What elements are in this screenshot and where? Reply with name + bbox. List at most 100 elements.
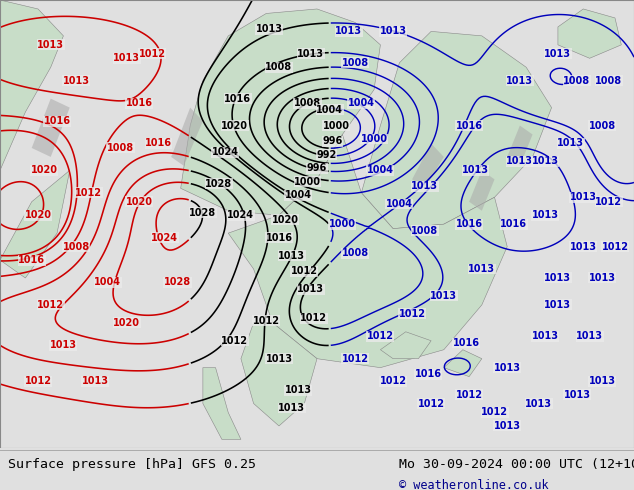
Text: 1004: 1004 <box>367 165 394 175</box>
Text: 1012: 1012 <box>75 188 102 198</box>
Text: 1013: 1013 <box>411 181 438 191</box>
Text: 1028: 1028 <box>164 277 191 288</box>
Text: 1013: 1013 <box>430 291 457 301</box>
Text: Mo 30-09-2024 00:00 UTC (12+108): Mo 30-09-2024 00:00 UTC (12+108) <box>399 458 634 471</box>
Text: 1013: 1013 <box>37 40 64 50</box>
Text: 996: 996 <box>307 163 327 173</box>
Text: 1013: 1013 <box>507 75 533 86</box>
Text: 1013: 1013 <box>532 331 559 341</box>
Text: 1012: 1012 <box>456 390 482 399</box>
Text: 1013: 1013 <box>82 376 108 386</box>
Polygon shape <box>203 368 241 440</box>
Text: 1012: 1012 <box>399 309 425 319</box>
Text: 1012: 1012 <box>481 408 508 417</box>
Text: 1016: 1016 <box>415 369 441 379</box>
Text: 1013: 1013 <box>545 273 571 283</box>
Text: 1008: 1008 <box>564 75 590 86</box>
Text: 1008: 1008 <box>411 226 438 236</box>
Polygon shape <box>558 9 621 58</box>
Text: 1004: 1004 <box>348 98 375 108</box>
Text: 1012: 1012 <box>139 49 165 59</box>
Text: 1028: 1028 <box>190 208 216 218</box>
Text: 1013: 1013 <box>589 273 616 283</box>
Text: 1013: 1013 <box>494 421 521 431</box>
Text: 1012: 1012 <box>380 376 406 386</box>
Text: 1013: 1013 <box>297 49 324 59</box>
Text: 1012: 1012 <box>301 313 327 323</box>
Text: 1012: 1012 <box>291 266 318 276</box>
Text: 1013: 1013 <box>545 49 571 59</box>
Polygon shape <box>0 0 63 171</box>
Polygon shape <box>444 350 482 377</box>
Text: Surface pressure [hPa] GFS 0.25: Surface pressure [hPa] GFS 0.25 <box>8 458 256 471</box>
Text: 1013: 1013 <box>570 242 597 251</box>
Text: 1012: 1012 <box>602 242 628 251</box>
Text: 1008: 1008 <box>342 248 368 258</box>
Text: 1013: 1013 <box>532 156 559 167</box>
Text: 1008: 1008 <box>342 58 368 68</box>
Polygon shape <box>380 332 431 359</box>
Text: 1013: 1013 <box>63 75 89 86</box>
Text: 1013: 1013 <box>50 340 77 350</box>
Text: 1013: 1013 <box>278 250 305 261</box>
Text: 1000: 1000 <box>294 176 321 187</box>
Text: 1012: 1012 <box>25 376 51 386</box>
Text: 1020: 1020 <box>221 121 248 130</box>
Text: 992: 992 <box>316 149 337 160</box>
Polygon shape <box>0 171 70 278</box>
Text: 1013: 1013 <box>335 26 362 36</box>
Polygon shape <box>412 144 444 188</box>
Text: 1012: 1012 <box>418 398 444 409</box>
Text: 1008: 1008 <box>595 75 622 86</box>
Text: 1013: 1013 <box>570 192 597 202</box>
Text: 1020: 1020 <box>272 215 299 225</box>
Text: 1013: 1013 <box>526 398 552 409</box>
Text: 1013: 1013 <box>113 53 140 63</box>
Polygon shape <box>361 31 552 229</box>
Polygon shape <box>507 125 533 166</box>
Text: 1020: 1020 <box>31 165 58 175</box>
Text: 1016: 1016 <box>224 94 251 104</box>
Text: 1013: 1013 <box>285 385 311 395</box>
Text: 1012: 1012 <box>342 354 368 364</box>
Text: 1004: 1004 <box>316 105 343 115</box>
Text: 1016: 1016 <box>266 233 292 243</box>
Text: 1020: 1020 <box>25 210 51 220</box>
Text: 1004: 1004 <box>285 190 311 200</box>
Text: 1020: 1020 <box>126 197 153 207</box>
Text: 1008: 1008 <box>589 121 616 130</box>
Text: 1016: 1016 <box>126 98 153 108</box>
Text: 1016: 1016 <box>145 139 172 148</box>
Text: 1028: 1028 <box>205 179 232 189</box>
Text: 1013: 1013 <box>297 284 324 294</box>
Polygon shape <box>241 323 317 426</box>
Text: 1013: 1013 <box>589 376 616 386</box>
Text: 1013: 1013 <box>545 300 571 310</box>
Text: 1013: 1013 <box>256 24 283 34</box>
Text: 1013: 1013 <box>507 156 533 167</box>
Text: 1020: 1020 <box>113 318 140 328</box>
Text: 1000: 1000 <box>323 121 349 130</box>
Text: 1013: 1013 <box>462 165 489 175</box>
Text: 1016: 1016 <box>500 219 527 229</box>
Text: 1004: 1004 <box>386 199 413 209</box>
Text: 1024: 1024 <box>152 233 178 243</box>
Polygon shape <box>171 108 203 166</box>
Text: 1016: 1016 <box>44 116 70 126</box>
Text: 1016: 1016 <box>453 338 479 348</box>
Text: 1012: 1012 <box>253 316 280 325</box>
Text: 1013: 1013 <box>494 363 521 373</box>
Text: 1008: 1008 <box>294 98 321 108</box>
Polygon shape <box>469 171 495 211</box>
Text: 1016: 1016 <box>456 219 482 229</box>
Text: 1016: 1016 <box>18 255 45 265</box>
Polygon shape <box>181 9 380 215</box>
Text: 1008: 1008 <box>63 242 89 251</box>
Text: 1013: 1013 <box>469 264 495 274</box>
Text: 1012: 1012 <box>37 300 64 310</box>
Text: 1016: 1016 <box>456 121 482 130</box>
Text: 1013: 1013 <box>266 354 292 364</box>
Polygon shape <box>228 135 507 368</box>
Text: 1013: 1013 <box>564 390 590 399</box>
Text: 1000: 1000 <box>329 219 356 229</box>
